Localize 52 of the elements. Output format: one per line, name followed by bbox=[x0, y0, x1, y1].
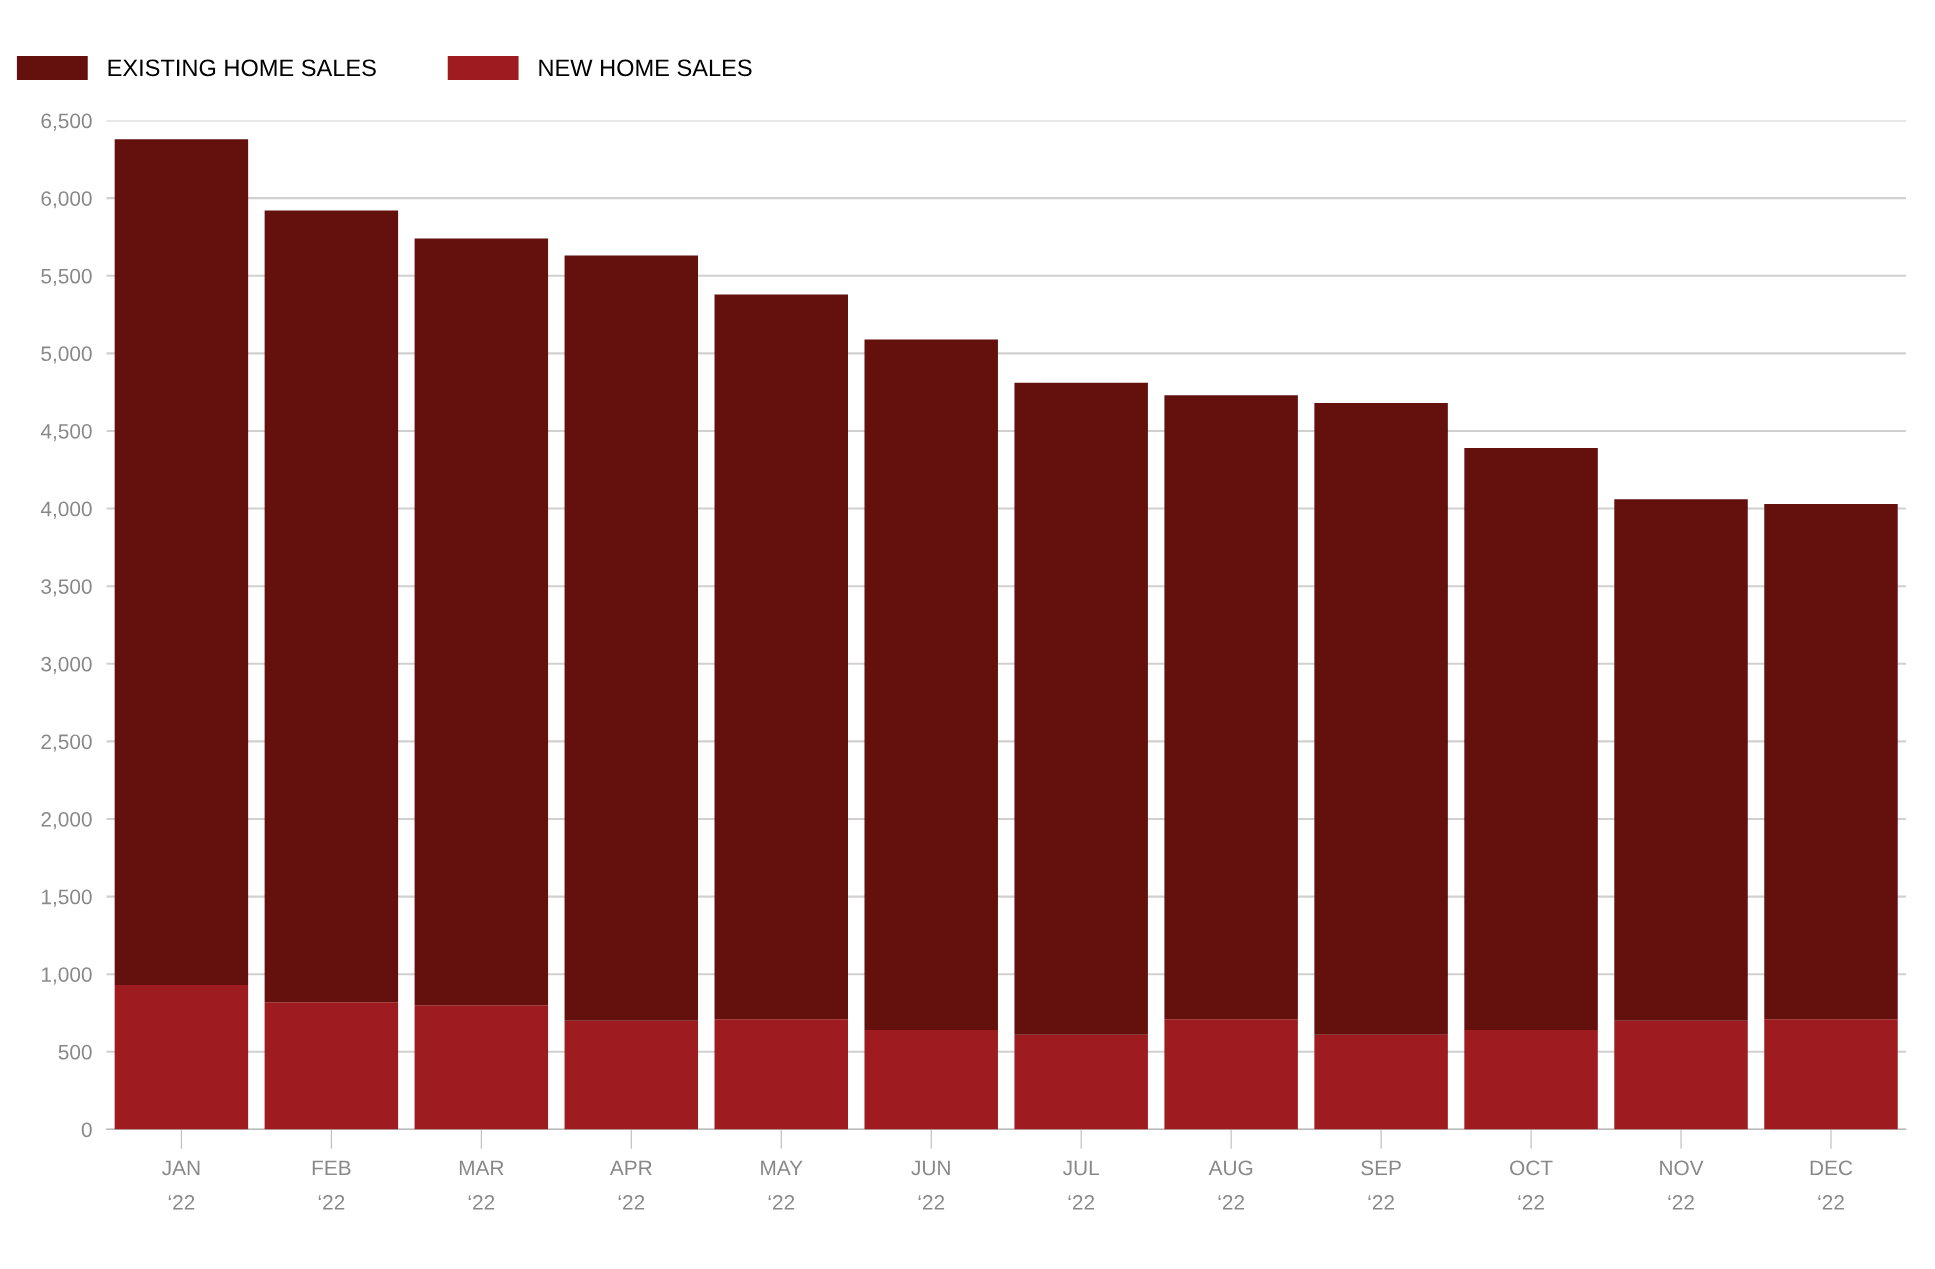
bar bbox=[1014, 1034, 1148, 1130]
y-tick-label: 4,000 bbox=[40, 501, 92, 519]
bar bbox=[1764, 1019, 1898, 1130]
y-tick-label: 500 bbox=[58, 1044, 92, 1060]
y-tick-label: 2,500 bbox=[41, 734, 92, 752]
bar bbox=[1164, 1019, 1298, 1130]
bar bbox=[1014, 382, 1148, 1035]
x-tick-label: SEP ‘22 bbox=[1361, 1160, 1401, 1210]
y-tick-label: 2,000 bbox=[41, 811, 92, 830]
x-tick-label: JAN ‘22 bbox=[162, 1160, 200, 1210]
x-tick-label: AUG ‘22 bbox=[1208, 1160, 1253, 1210]
bar bbox=[114, 139, 249, 986]
y-tick-label: 1,500 bbox=[42, 889, 92, 907]
bar bbox=[714, 294, 848, 1020]
bar bbox=[1614, 499, 1748, 1021]
bar bbox=[564, 1020, 699, 1130]
y-tick-label: 4,500 bbox=[40, 423, 92, 442]
x-tick-label: DEC ‘22 bbox=[1810, 1160, 1853, 1210]
x-tick-label: MAY ‘22 bbox=[761, 1160, 803, 1210]
x-tick-label: OCT ‘22 bbox=[1510, 1160, 1553, 1210]
bar bbox=[714, 1019, 848, 1130]
legend-label: EXISTING HOME SALES bbox=[108, 59, 376, 77]
bar bbox=[1464, 448, 1598, 1031]
bar bbox=[264, 1002, 399, 1130]
y-tick-label: 6,500 bbox=[41, 113, 92, 131]
bar bbox=[564, 255, 699, 1021]
x-tick-label: JUL ‘22 bbox=[1062, 1160, 1100, 1210]
bar bbox=[1164, 395, 1298, 1020]
x-tick-label: APR ‘22 bbox=[609, 1160, 652, 1210]
x-tick-label: JUN ‘22 bbox=[911, 1160, 950, 1210]
legend-label: NEW HOME SALES bbox=[539, 59, 752, 77]
y-tick-label: 3,500 bbox=[41, 579, 92, 597]
x-tick-label: FEB ‘22 bbox=[312, 1160, 351, 1210]
bar bbox=[864, 1030, 998, 1130]
x-tick-label: MAR ‘22 bbox=[459, 1160, 504, 1210]
bar bbox=[864, 339, 998, 1031]
y-tick-label: 1,000 bbox=[42, 967, 92, 985]
y-tick-label: 5,500 bbox=[41, 268, 92, 286]
bar bbox=[1764, 503, 1898, 1020]
bar bbox=[1314, 403, 1448, 1035]
y-tick-label: 6,000 bbox=[41, 191, 92, 209]
bar bbox=[1464, 1030, 1598, 1130]
bar bbox=[414, 238, 549, 1006]
y-tick-label: 5,000 bbox=[41, 346, 92, 364]
bar bbox=[1614, 1020, 1748, 1130]
y-tick-label: 3,000 bbox=[41, 656, 92, 674]
y-tick-label: 0 bbox=[81, 1122, 92, 1138]
bar bbox=[1314, 1034, 1448, 1130]
bar bbox=[264, 210, 399, 1003]
bar bbox=[114, 985, 249, 1130]
bar bbox=[414, 1005, 549, 1130]
x-tick-label: NOV ‘22 bbox=[1660, 1160, 1704, 1210]
